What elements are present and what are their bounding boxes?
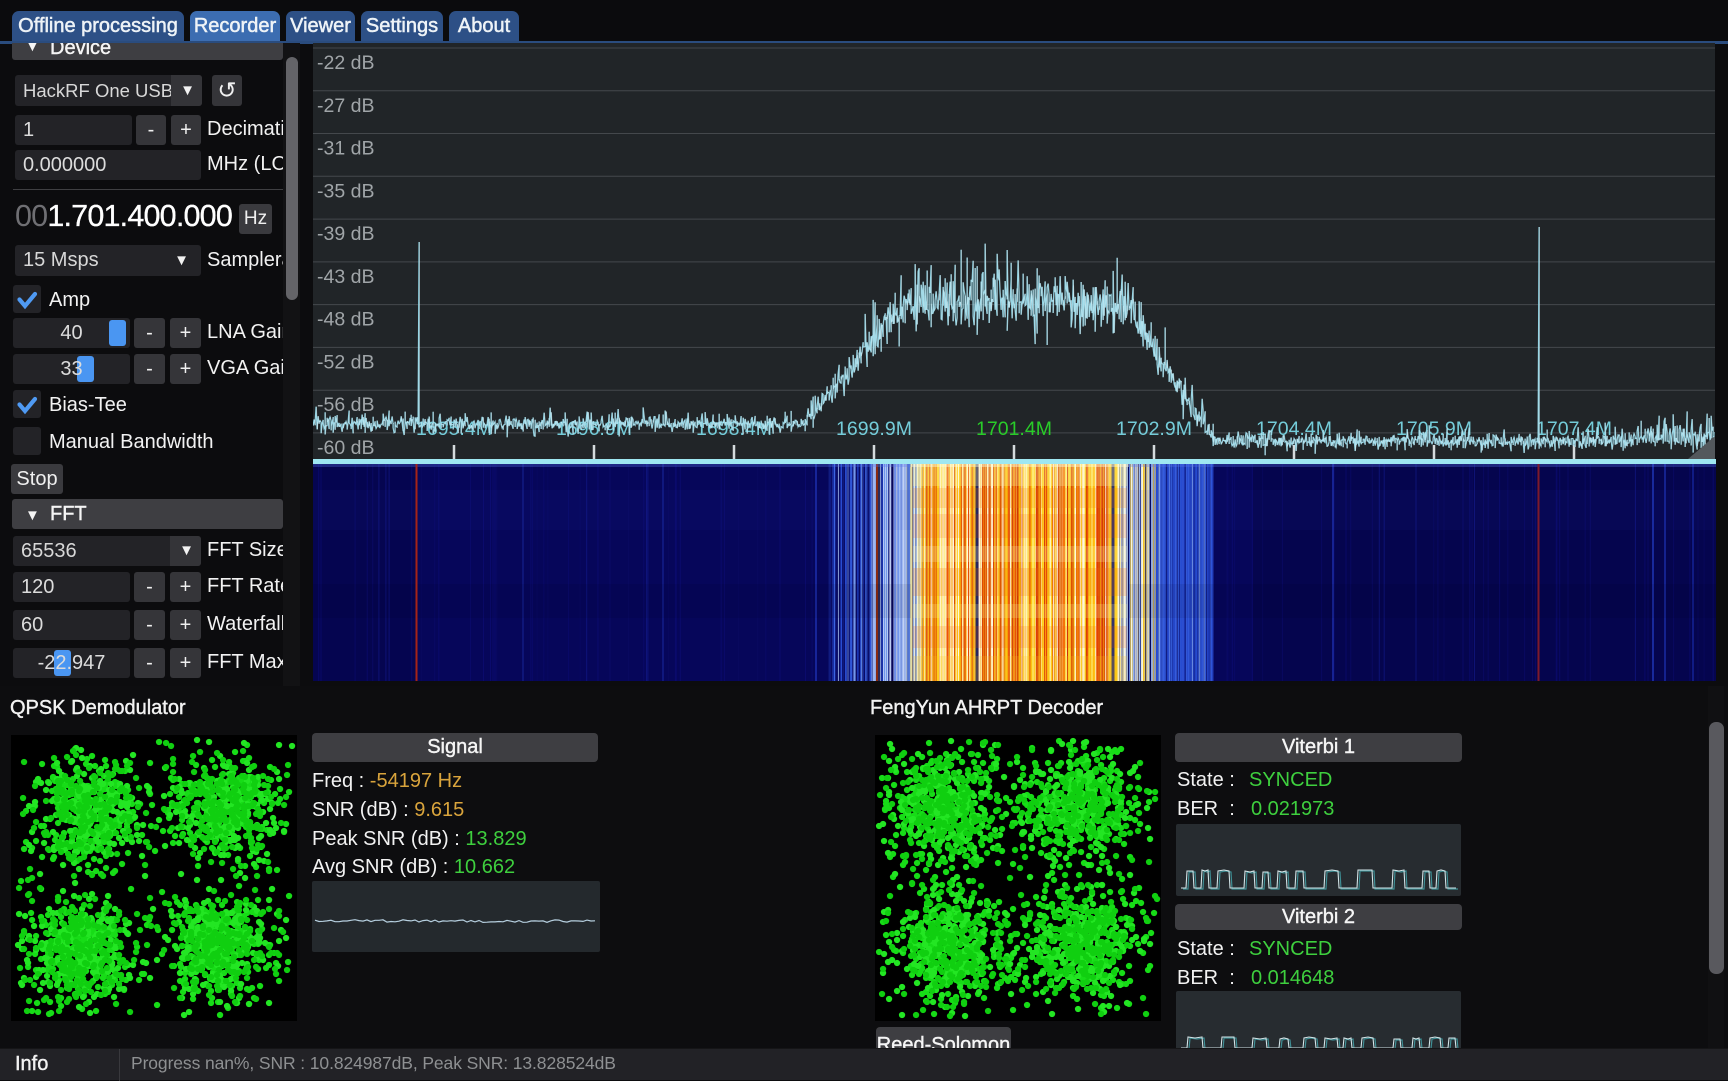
svg-text:-48 dB: -48 dB — [317, 309, 374, 331]
svg-text:1699.9M: 1699.9M — [836, 418, 912, 440]
svg-text:-22 dB: -22 dB — [317, 52, 374, 74]
svg-text:-56 dB: -56 dB — [317, 394, 374, 416]
svg-text:1705.9M: 1705.9M — [1396, 418, 1472, 440]
svg-text:-31 dB: -31 dB — [317, 138, 374, 160]
svg-text:-43 dB: -43 dB — [317, 266, 374, 288]
svg-text:1704.4M: 1704.4M — [1256, 418, 1332, 440]
svg-text:1702.9M: 1702.9M — [1116, 418, 1192, 440]
svg-text:-39 dB: -39 dB — [317, 223, 374, 245]
svg-text:-60 dB: -60 dB — [317, 437, 374, 459]
svg-text:-27 dB: -27 dB — [317, 95, 374, 117]
svg-text:1707.4M: 1707.4M — [1536, 418, 1612, 440]
svg-text:1701.4M: 1701.4M — [976, 418, 1052, 440]
svg-text:-35 dB: -35 dB — [317, 180, 374, 202]
svg-text:-52 dB: -52 dB — [317, 351, 374, 373]
